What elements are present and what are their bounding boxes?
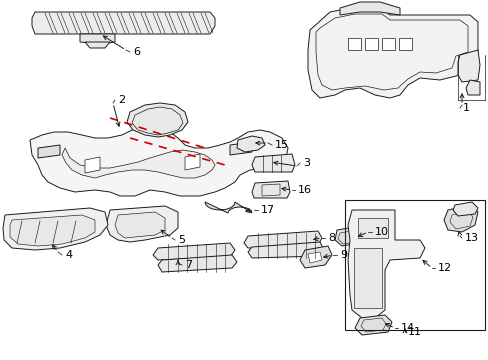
Polygon shape (443, 205, 477, 232)
Text: 9: 9 (339, 250, 346, 260)
Text: 7: 7 (184, 260, 192, 270)
Polygon shape (62, 148, 215, 178)
Polygon shape (10, 215, 95, 246)
Polygon shape (398, 38, 411, 50)
Polygon shape (115, 212, 164, 238)
Text: 4: 4 (65, 250, 72, 260)
Text: 16: 16 (297, 185, 311, 195)
Polygon shape (339, 2, 399, 15)
Polygon shape (452, 202, 477, 216)
Polygon shape (251, 154, 294, 172)
Polygon shape (465, 80, 479, 95)
Polygon shape (127, 103, 187, 137)
Polygon shape (80, 34, 115, 44)
Polygon shape (357, 218, 387, 238)
Text: 6: 6 (133, 47, 140, 57)
Polygon shape (354, 315, 391, 335)
Polygon shape (237, 136, 264, 152)
Text: 17: 17 (261, 205, 275, 215)
Polygon shape (204, 202, 251, 213)
Polygon shape (299, 246, 331, 268)
Polygon shape (381, 38, 394, 50)
Polygon shape (347, 210, 424, 318)
Polygon shape (158, 255, 237, 272)
Text: 3: 3 (303, 158, 309, 168)
Polygon shape (106, 206, 178, 242)
Text: 15: 15 (274, 140, 288, 150)
Text: 14: 14 (400, 323, 414, 333)
Polygon shape (229, 142, 251, 155)
Text: 11: 11 (407, 327, 421, 337)
Polygon shape (184, 154, 200, 170)
Polygon shape (457, 50, 479, 82)
Polygon shape (30, 128, 287, 196)
Text: 10: 10 (374, 227, 388, 237)
Polygon shape (307, 8, 477, 98)
Polygon shape (38, 145, 60, 158)
Polygon shape (247, 242, 324, 258)
Polygon shape (244, 231, 321, 248)
Text: 8: 8 (327, 233, 334, 243)
Polygon shape (364, 38, 377, 50)
Polygon shape (251, 181, 289, 198)
Text: 5: 5 (178, 235, 184, 245)
Text: 13: 13 (464, 233, 478, 243)
Polygon shape (334, 226, 367, 246)
Text: 2: 2 (118, 95, 125, 105)
Polygon shape (307, 252, 321, 263)
Polygon shape (85, 157, 100, 173)
Polygon shape (353, 248, 381, 308)
Polygon shape (32, 12, 215, 34)
Bar (345, 200, 484, 330)
Polygon shape (347, 38, 360, 50)
Polygon shape (85, 42, 110, 48)
Polygon shape (3, 208, 108, 250)
Polygon shape (153, 243, 235, 260)
Text: 1: 1 (462, 103, 469, 113)
Text: 12: 12 (437, 263, 451, 273)
